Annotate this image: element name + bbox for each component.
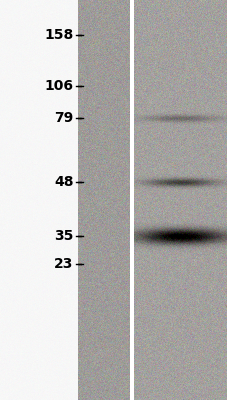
Text: 106: 106	[44, 79, 73, 93]
Text: 158: 158	[44, 28, 73, 42]
Text: 48: 48	[54, 175, 73, 189]
Text: 79: 79	[54, 111, 73, 125]
Text: 35: 35	[54, 229, 73, 243]
Text: 23: 23	[54, 257, 73, 271]
